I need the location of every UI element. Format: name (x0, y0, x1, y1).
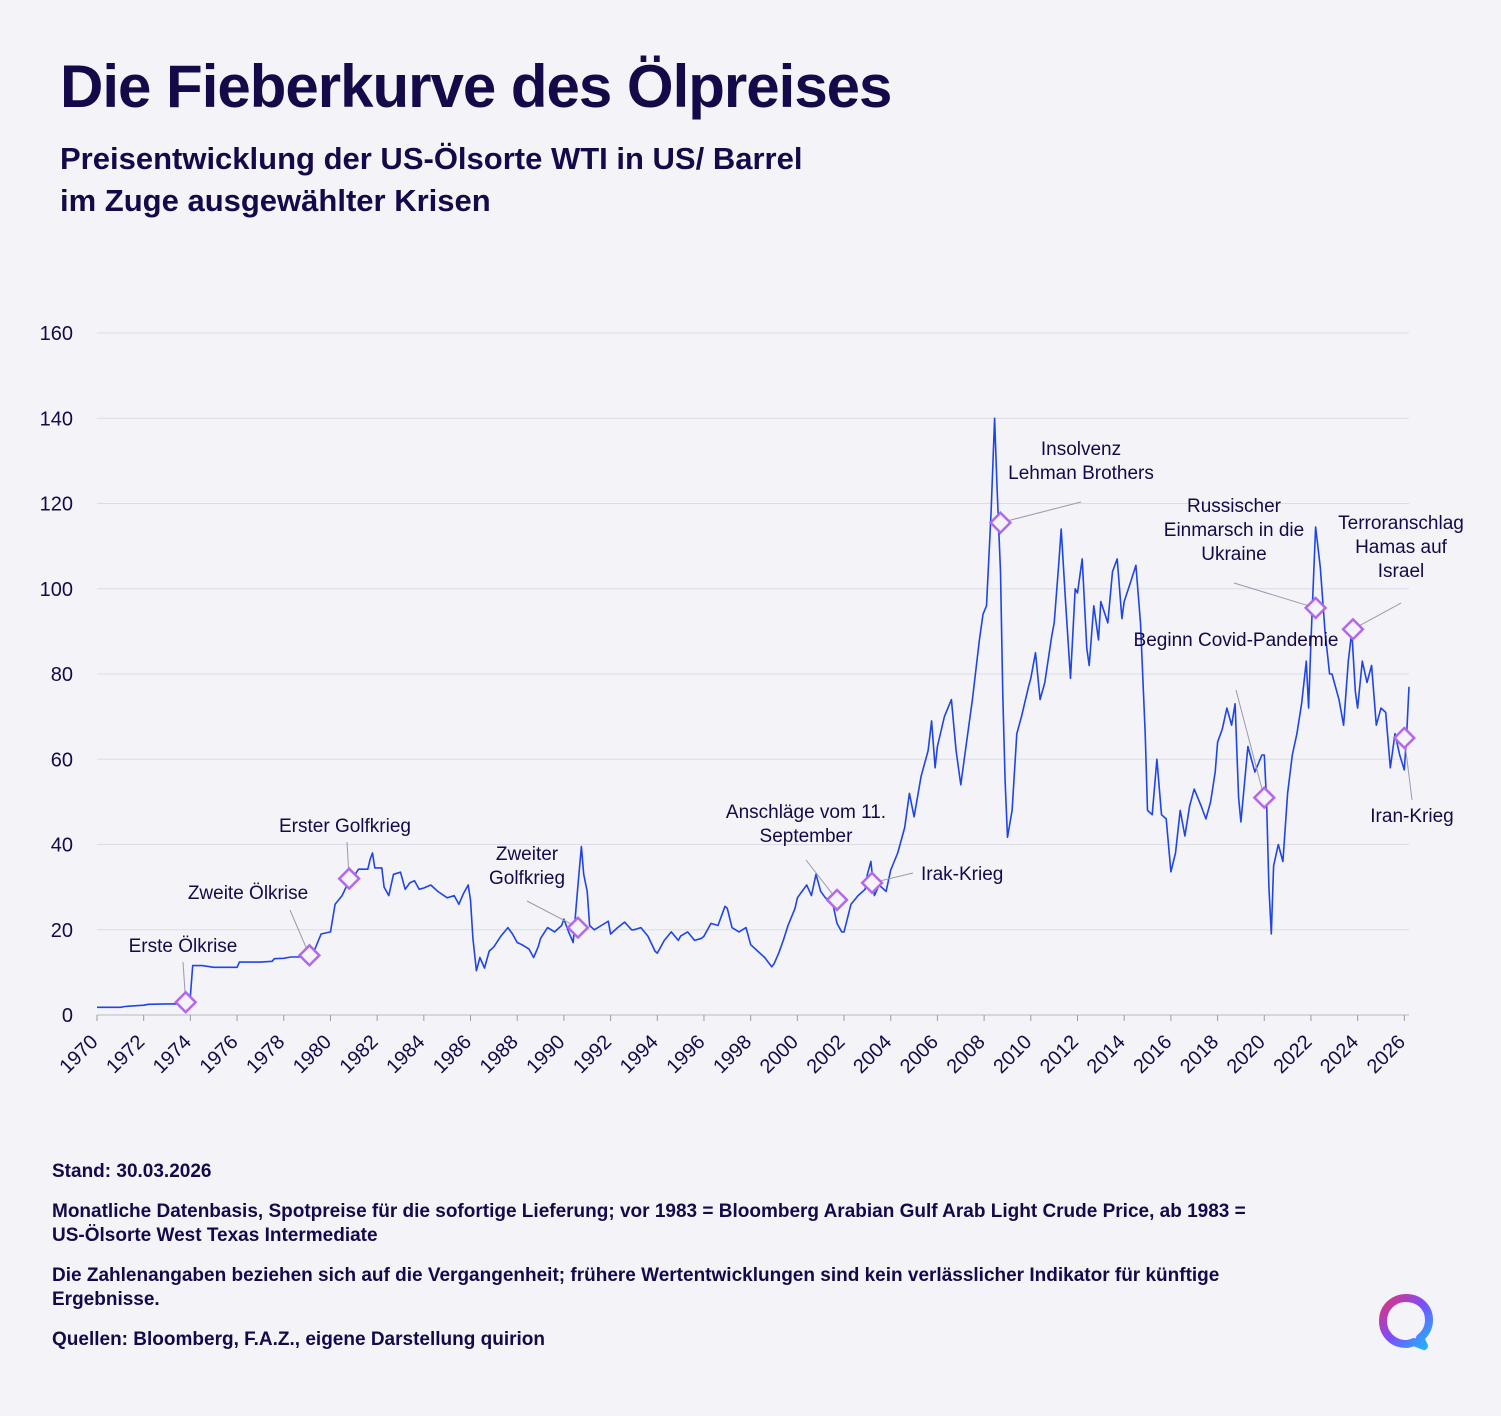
x-tick-label: 2018 (1176, 1031, 1223, 1078)
y-tick-label: 20 (51, 920, 73, 942)
x-tick-label: 2002 (803, 1031, 850, 1078)
annotation-label: Beginn Covid-Pandemie (1134, 630, 1339, 651)
annotation-label: Zweite Ölkrise (188, 883, 308, 904)
annotation-label: Iran-Krieg (1370, 806, 1453, 827)
footer-notes: Stand: 30.03.2026 Monatliche Datenbasis,… (52, 1160, 1282, 1368)
event-marker (1303, 596, 1328, 620)
event-marker (1252, 785, 1276, 810)
x-axis: 1970 1972 1974 1976 1978 1980 1982 1984 1986 1988… (56, 1015, 1410, 1078)
x-tick-label: 2024 (1316, 1031, 1363, 1078)
y-tick-label: 100 (40, 579, 73, 601)
chart-title: Die Fieberkurve des Ölpreises (60, 53, 892, 120)
annotation-label: Anschläge vom 11. September (726, 802, 886, 847)
x-tick-label: 2006 (896, 1031, 943, 1078)
event-marker (566, 915, 590, 940)
annotation-label: Russischer Einmarsch in die Ukraine (1164, 496, 1304, 565)
event-marker (297, 943, 322, 967)
event-marker (337, 866, 361, 891)
leader-line (1233, 582, 1316, 609)
annotations: Erste Ölkrise Zweite Ölkrise Erster Golfkr… (129, 439, 1464, 1014)
x-tick-label: 1972 (102, 1031, 149, 1078)
y-tick-label: 0 (62, 1005, 73, 1027)
leader-line (526, 900, 579, 929)
event-marker (174, 990, 198, 1014)
y-tick-label: 80 (51, 664, 73, 686)
event-marker (988, 511, 1013, 535)
event-marker (825, 888, 849, 912)
series-line (97, 417, 1410, 1009)
event-marker (1341, 617, 1365, 641)
x-tick-label: 1986 (429, 1031, 476, 1078)
x-tick-label: 2016 (1129, 1031, 1176, 1078)
x-tick-label: 2010 (989, 1031, 1036, 1078)
x-tick-label: 1988 (476, 1031, 523, 1078)
annotation-label: Insolvenz Lehman Brothers (1008, 439, 1154, 484)
event-marker (860, 871, 884, 895)
chart-subtitle: Preisentwicklung der US-Ölsorte WTI in U… (60, 141, 803, 218)
x-tick-label: 1970 (56, 1031, 103, 1078)
x-tick-label: 1976 (196, 1031, 243, 1078)
x-tick-label: 2014 (1083, 1031, 1130, 1078)
annotation-label: Erste Ölkrise (129, 936, 238, 957)
x-tick-label: 2000 (756, 1031, 803, 1078)
event-marker (1392, 726, 1416, 750)
footnote-disclaimer: Die Zahlenangaben beziehen sich auf die … (52, 1265, 1220, 1310)
annotation-label: Irak-Krieg (921, 864, 1003, 885)
x-tick-label: 1984 (382, 1031, 429, 1078)
quirion-logo-icon (1379, 1294, 1433, 1350)
x-tick-label: 1998 (709, 1031, 756, 1078)
annotation-label: Erster Golfkrieg (279, 816, 411, 837)
x-tick-label: 2020 (1223, 1031, 1270, 1078)
x-tick-label: 1994 (616, 1031, 663, 1078)
leader-line (1235, 689, 1265, 798)
leader-line (1352, 602, 1402, 630)
plot-area (97, 417, 1410, 1009)
footnote-sources: Quellen: Bloomberg, F.A.Z., eigene Darst… (52, 1329, 545, 1350)
y-tick-label: 140 (40, 408, 73, 430)
y-tick-label: 120 (40, 494, 73, 516)
x-tick-label: 2008 (943, 1031, 990, 1078)
x-tick-label: 1996 (662, 1031, 709, 1078)
x-tick-label: 1980 (289, 1031, 336, 1078)
y-tick-label: 40 (51, 835, 73, 857)
x-tick-label: 1990 (522, 1031, 569, 1078)
x-tick-label: 2004 (849, 1031, 896, 1078)
annotation-label: Zweiter Golfkrieg (489, 844, 565, 889)
x-tick-label: 1974 (149, 1031, 196, 1078)
y-tick-label: 160 (40, 323, 73, 345)
annotation-label: Terroranschlag Hamas auf Israel (1338, 513, 1464, 582)
x-tick-label: 2022 (1269, 1031, 1316, 1078)
grid-lines (97, 332, 1409, 1016)
y-tick-label: 60 (51, 749, 73, 771)
x-tick-label: 1978 (242, 1031, 289, 1078)
footnote-basis: Monatliche Datenbasis, Spotpreise für di… (52, 1201, 1246, 1246)
x-tick-label: 1982 (336, 1031, 383, 1078)
footnote-stand: Stand: 30.03.2026 (52, 1161, 212, 1182)
leader-line (1000, 501, 1082, 524)
x-tick-label: 2012 (1036, 1031, 1083, 1078)
x-tick-label: 1992 (569, 1031, 616, 1078)
y-axis: 0 20 40 60 80 100 120 140 160 (40, 323, 73, 1027)
leader-line (805, 859, 838, 901)
x-tick-label: 2026 (1363, 1031, 1410, 1078)
